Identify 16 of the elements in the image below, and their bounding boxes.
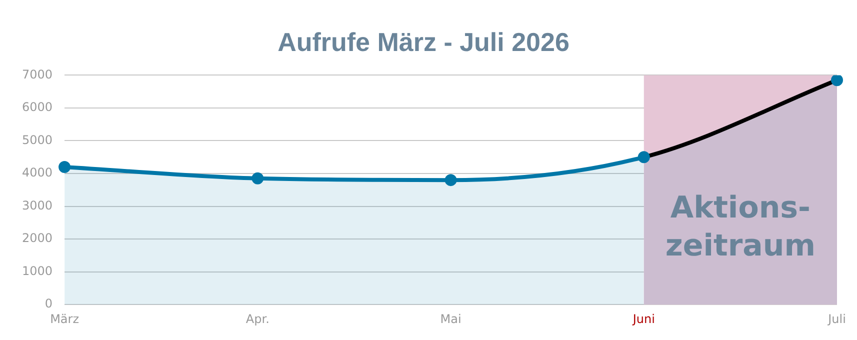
y-tick-label: 3000 <box>22 198 53 212</box>
x-tick-label: Apr. <box>246 312 270 326</box>
chart-title: Aufrufe März - Juli 2026 <box>278 26 570 57</box>
y-tick-label: 0 <box>44 296 53 311</box>
point <box>831 75 843 86</box>
x-tick-label: Juni <box>632 312 655 326</box>
band-label: Aktions- zeitraum <box>665 190 816 264</box>
y-tick-label: 4000 <box>22 166 53 180</box>
y-tick-label: 2000 <box>22 231 53 246</box>
y-tick-label: 1000 <box>22 264 53 278</box>
x-tick-label: März <box>50 312 80 326</box>
x-tick-label: Mai <box>440 312 462 326</box>
y-tick-label: 5000 <box>22 132 53 147</box>
y-tick-label: 7000 <box>22 67 53 82</box>
y-tick-label: 6000 <box>22 100 53 114</box>
x-tick-label: Juli <box>827 312 846 326</box>
